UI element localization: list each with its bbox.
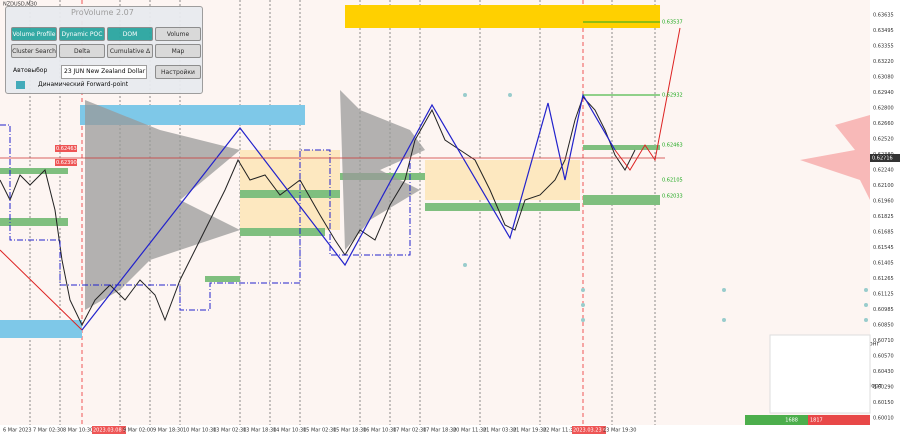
time-label: 15 Mar 18:30 — [333, 428, 366, 434]
dots — [463, 93, 868, 322]
volume-profile — [340, 90, 425, 250]
price-label: 0.60570 — [873, 354, 894, 360]
time-label: 9 Mar 02:00 — [123, 428, 153, 434]
button[interactable]: Настройки — [155, 65, 201, 79]
price-label: 0.62380 — [873, 152, 894, 158]
price-label: 0.63220 — [873, 59, 894, 65]
time-label: 9 Mar 18:30 — [153, 428, 183, 434]
volume-profile — [85, 100, 240, 310]
poc-line — [0, 124, 411, 311]
level-label: 0.62932 — [662, 93, 683, 99]
current-price: 0.62716 — [872, 156, 893, 162]
price-axis — [870, 0, 900, 435]
level-tag — [55, 159, 77, 166]
time-label: 7 Mar 02:30 — [33, 428, 63, 434]
time-label: 13 Mar 02:30 — [213, 428, 246, 434]
checkbox[interactable] — [16, 81, 25, 89]
trend-line — [0, 249, 83, 331]
zone — [0, 320, 82, 338]
current-price-tag — [870, 154, 900, 162]
level-label: 0.62105 — [662, 178, 683, 184]
forecast-line — [614, 27, 681, 171]
time-axis — [0, 425, 900, 435]
price-label: 0.61405 — [873, 261, 894, 267]
price-line — [0, 96, 636, 327]
button[interactable]: Map — [155, 44, 201, 58]
time-label: 8 Mar 10:30 — [63, 428, 93, 434]
price-label: 0.62240 — [873, 168, 894, 174]
button[interactable]: Cluster Search — [11, 44, 57, 58]
time-label: 17 Mar 18:30 — [423, 428, 456, 434]
price-label: 0.60985 — [873, 307, 894, 313]
level-tag — [55, 145, 77, 152]
zone — [425, 160, 580, 200]
button[interactable]: Dynamic POC — [59, 27, 105, 41]
price-label: 0.62520 — [873, 137, 894, 143]
time-label: 21 Mar 19:30 — [513, 428, 546, 434]
price-label: 0.62100 — [873, 183, 894, 189]
time-label: 22 Mar 11:30 — [543, 428, 576, 434]
sell-bar — [808, 415, 870, 425]
time-label: 14 Mar 10:30 — [273, 428, 306, 434]
price-label: 0.60430 — [873, 369, 894, 375]
time-label: 17 Mar 02:30 — [393, 428, 426, 434]
price-label: 0.62660 — [873, 121, 894, 127]
price-label: 0.61125 — [873, 292, 894, 298]
button[interactable]: Cumulative Δ — [107, 44, 153, 58]
time-label: 10 Mar 10:30 — [183, 428, 216, 434]
buy-bar — [745, 415, 808, 425]
time-label: 2023.03.08 08:30 — [93, 428, 138, 434]
button[interactable]: Delta — [59, 44, 105, 58]
time-highlight — [92, 426, 126, 434]
price-label: 0.62800 — [873, 106, 894, 112]
price-label: 0.63080 — [873, 75, 894, 81]
provolume-panel: ProVolume 2.07 Volume Profile Dynamic PO… — [5, 6, 203, 94]
button[interactable]: Volume Profile — [11, 27, 57, 41]
level-tag-label: 0.62390 — [56, 160, 77, 166]
time-label: 2023.03.23 08:00 — [573, 428, 618, 434]
time-label: 20 Mar 11:30 — [453, 428, 486, 434]
time-label: 23 Mar 19:30 — [603, 428, 636, 434]
price-label: 0.63355 — [873, 44, 894, 50]
button[interactable]: Volume — [155, 27, 201, 41]
level-label: 0.62033 — [662, 194, 683, 200]
forward-point: Динамический Forward-point — [38, 81, 129, 88]
panel-title: ProVolume 2.07 — [71, 8, 134, 17]
level-label: 0.62463 — [662, 143, 683, 149]
level-tag-label: 0.62463 — [56, 146, 77, 152]
time-label: 6 Mar 2023 — [3, 428, 32, 434]
instrument-select[interactable]: 23 JUN New Zealand Dollar — [61, 65, 147, 79]
volume-profile — [800, 115, 870, 200]
price-label: 0.61545 — [873, 245, 894, 251]
price-label: 0.61265 — [873, 276, 894, 282]
time-highlight — [572, 426, 606, 434]
zone — [80, 105, 305, 125]
zone — [345, 5, 660, 28]
time-label: 16 Mar 10:30 — [363, 428, 396, 434]
level-label: 0.63537 — [662, 20, 683, 26]
price-label: 0.60150 — [873, 400, 894, 406]
price-label: 0.63635 — [873, 13, 894, 19]
price-label: 0.62940 — [873, 90, 894, 96]
price-label: 0.60850 — [873, 323, 894, 329]
price-label: 0.60010 — [873, 416, 894, 422]
price-label: 0.61685 — [873, 230, 894, 236]
time-label: 15 Mar 02:30 — [303, 428, 336, 434]
price-label: 0.61960 — [873, 199, 894, 205]
price-label: 0.61825 — [873, 214, 894, 220]
button[interactable]: DOM — [107, 27, 153, 41]
zigzag — [81, 93, 616, 331]
price-label: 0.60290 — [873, 385, 894, 391]
sell-volume: 1817 — [810, 418, 823, 424]
trend-box — [769, 334, 871, 414]
time-label: 21 Mar 03:30 — [483, 428, 516, 434]
auto-select[interactable]: Автовыбор — [13, 67, 48, 74]
price-label: 0.63495 — [873, 28, 894, 34]
price-label: 0.60710 — [873, 338, 894, 344]
time-label: 13 Mar 18:30 — [243, 428, 276, 434]
symbol: NZDUSD,M30 — [3, 2, 37, 8]
buy-volume: 1688 — [785, 418, 798, 424]
